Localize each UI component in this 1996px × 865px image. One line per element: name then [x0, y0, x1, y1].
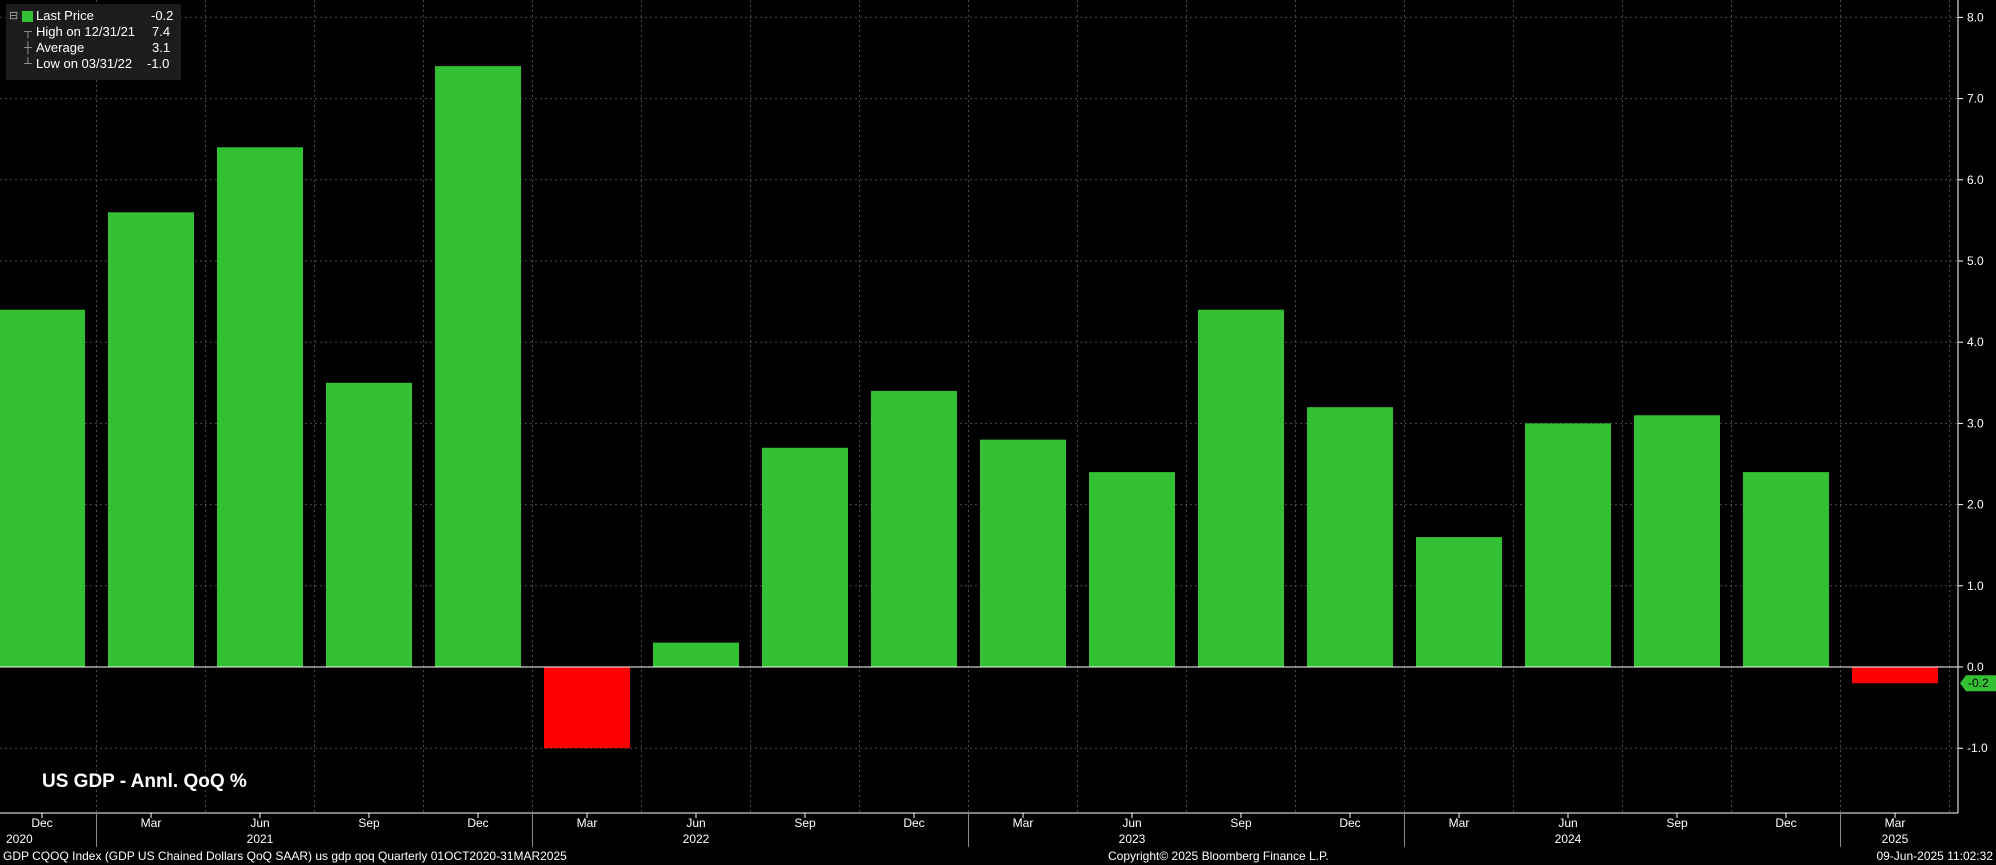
legend-last-price-value: -0.2 — [151, 8, 174, 23]
bar — [1307, 407, 1393, 667]
bar — [980, 439, 1066, 667]
bar — [871, 390, 957, 667]
last-value-label: -0.2 — [1968, 676, 1989, 690]
legend-low-label: Low on 03/31/22 — [36, 56, 133, 71]
legend-last-price-label: Last Price — [36, 8, 94, 23]
x-tick-label: Dec — [31, 816, 52, 830]
x-tick-label: Jun — [686, 816, 705, 830]
legend-swatch-icon — [22, 11, 33, 22]
last-value-tag — [1960, 675, 1996, 692]
x-tick-label: Sep — [1666, 816, 1688, 830]
legend-average-value: 3.1 — [152, 40, 171, 55]
y-tick-label: 7.0 — [1967, 92, 1984, 106]
x-tick-label: Sep — [358, 816, 380, 830]
y-tick-label: 8.0 — [1967, 10, 1984, 24]
x-tick-label: Mar — [141, 816, 162, 830]
y-tick-label: 4.0 — [1967, 335, 1984, 349]
legend-average-label: Average — [36, 40, 85, 55]
footer-timestamp: 09-Jun-2025 11:02:32 — [1876, 849, 1993, 863]
legend-low-value: -1.0 — [147, 56, 170, 71]
bar — [326, 382, 412, 667]
x-year-label: 2022 — [683, 832, 710, 846]
legend-item-last-price: ⊟ Last Price -0.2 — [6, 8, 181, 24]
y-tick-label: 6.0 — [1967, 173, 1984, 187]
x-year-label: 2023 — [1119, 832, 1146, 846]
y-tick-label: 2.0 — [1967, 498, 1984, 512]
bar — [435, 66, 521, 668]
x-year-label: 2020 — [6, 832, 33, 846]
bar — [1089, 472, 1175, 667]
x-tick-label: Jun — [1558, 816, 1577, 830]
collapse-icon: ⊟ — [9, 10, 19, 22]
average-marker-icon: ┼ — [24, 42, 32, 54]
y-tick-label: 1.0 — [1967, 579, 1984, 593]
low-marker-icon: ┴ — [24, 58, 32, 70]
bar — [762, 447, 848, 667]
bar — [108, 212, 194, 667]
bar — [544, 667, 630, 749]
x-tick-label: Mar — [1013, 816, 1034, 830]
x-year-label: 2021 — [247, 832, 274, 846]
bar — [1743, 472, 1829, 667]
footer-source: GDP CQOQ Index (GDP US Chained Dollars Q… — [3, 849, 567, 863]
bar — [217, 147, 303, 667]
x-tick-label: Dec — [1775, 816, 1796, 830]
x-tick-label: Dec — [467, 816, 488, 830]
legend-item-low: ┴ Low on 03/31/22 -1.0 — [6, 56, 181, 72]
x-tick-label: Sep — [794, 816, 816, 830]
bar — [1416, 537, 1502, 667]
high-marker-icon: ┬ — [24, 26, 32, 38]
x-tick-label: Mar — [577, 816, 598, 830]
legend-high-label: High on 12/31/21 — [36, 24, 136, 39]
x-tick-label: Mar — [1885, 816, 1906, 830]
chart-legend: ⊟ Last Price -0.2 ┬ High on 12/31/21 7.4… — [6, 4, 181, 80]
legend-item-average: ┼ Average 3.1 — [6, 40, 181, 56]
bar — [1198, 309, 1284, 667]
legend-item-high: ┬ High on 12/31/21 7.4 — [6, 24, 181, 40]
chart-title: US GDP - Annl. QoQ % — [42, 771, 247, 792]
y-tick-label: 3.0 — [1967, 416, 1984, 430]
x-tick-label: Mar — [1449, 816, 1470, 830]
x-year-label: 2024 — [1555, 832, 1582, 846]
bar — [1634, 415, 1720, 667]
x-tick-label: Dec — [1339, 816, 1360, 830]
bar — [1525, 423, 1611, 667]
x-tick-label: Jun — [1122, 816, 1141, 830]
x-tick-label: Jun — [250, 816, 269, 830]
footer-copyright: Copyright© 2025 Bloomberg Finance L.P. — [1108, 849, 1329, 863]
legend-high-value: 7.4 — [152, 24, 171, 39]
x-tick-label: Dec — [903, 816, 924, 830]
bar — [0, 309, 85, 667]
y-tick-label: 5.0 — [1967, 254, 1984, 268]
bar — [653, 642, 739, 667]
y-tick-label: -1.0 — [1967, 741, 1988, 755]
x-tick-label: Sep — [1230, 816, 1252, 830]
x-year-label: 2025 — [1882, 832, 1909, 846]
y-tick-label: 0.0 — [1967, 660, 1984, 674]
bar — [1852, 667, 1938, 684]
